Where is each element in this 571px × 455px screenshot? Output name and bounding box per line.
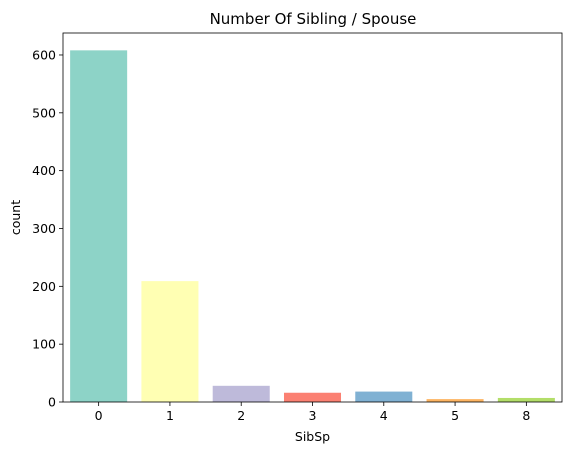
y-tick-label: 200: [32, 279, 56, 294]
x-tick-label: 5: [451, 408, 459, 423]
x-tick-label: 2: [237, 408, 245, 423]
bar-1: [141, 281, 199, 402]
bar-4: [355, 391, 413, 402]
x-tick-label: 1: [166, 408, 174, 423]
x-axis-ticks: 0 1 2 3 4 5 8: [95, 402, 530, 423]
y-tick-label: 300: [32, 221, 56, 236]
y-tick-label: 600: [32, 47, 56, 62]
y-tick-label: 100: [32, 337, 56, 352]
chart-title: Number Of Sibling / Spouse: [210, 10, 417, 28]
x-tick-label: 4: [380, 408, 388, 423]
y-tick-label: 400: [32, 163, 56, 178]
plot-frame: [62, 32, 563, 403]
plot-area: 0 100 200 300 400 500 600 0 1 2 3 4 5 8: [32, 32, 563, 423]
y-axis-ticks: 0 100 200 300 400 500 600: [32, 47, 63, 410]
x-tick-label: 3: [309, 408, 317, 423]
bar-0: [70, 50, 128, 402]
x-tick-label: 8: [522, 408, 530, 423]
y-tick-label: 0: [48, 395, 56, 410]
x-tick-label: 0: [95, 408, 103, 423]
bars: [70, 50, 555, 402]
x-axis-label: SibSp: [295, 429, 330, 444]
bar-5: [426, 399, 484, 402]
y-tick-label: 500: [32, 105, 56, 120]
bar-3: [283, 392, 342, 402]
y-axis-label: count: [8, 200, 23, 235]
bar-8: [497, 397, 555, 402]
bar-2: [212, 385, 270, 402]
